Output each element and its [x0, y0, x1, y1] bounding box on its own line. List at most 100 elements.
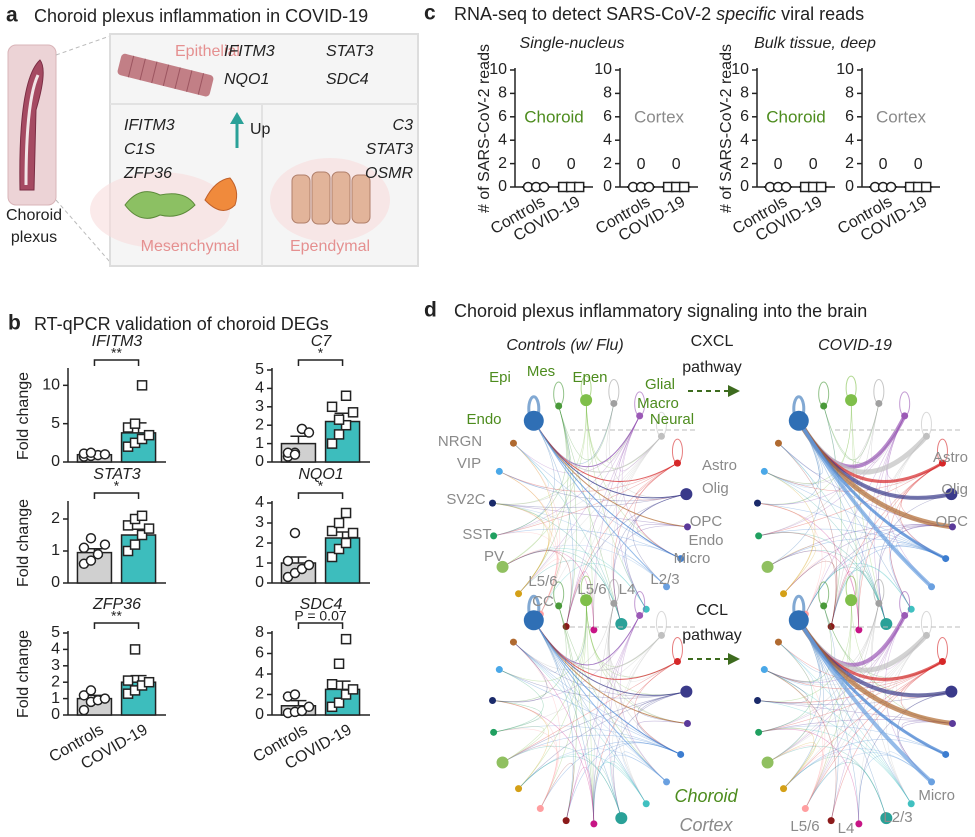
data-point [78, 690, 90, 701]
gene: NQO1 [224, 71, 269, 88]
edge [513, 641, 595, 824]
self-loop [655, 610, 667, 636]
data-point [85, 447, 97, 459]
cell-label: L2/3 [650, 571, 679, 588]
self-loop [920, 610, 932, 636]
edge [830, 615, 905, 821]
edge [758, 403, 880, 537]
edge [621, 635, 662, 804]
data-point [303, 427, 315, 438]
edge [757, 420, 820, 505]
edge [613, 493, 687, 625]
edge [797, 619, 933, 784]
cell-label: Micro [674, 550, 711, 567]
edge [805, 762, 887, 819]
node [636, 412, 644, 420]
data-point [326, 551, 338, 563]
significance-label: ** [111, 608, 122, 624]
edge [499, 471, 551, 594]
edge [492, 502, 558, 615]
node [615, 812, 628, 825]
panel-letter: d [424, 299, 437, 322]
edge [757, 669, 809, 704]
node [880, 812, 893, 825]
node [755, 532, 763, 540]
node [945, 488, 958, 501]
node [901, 412, 909, 420]
edge [805, 545, 946, 615]
node [677, 750, 685, 758]
data-point [815, 181, 827, 193]
region-label: Epithelial [175, 43, 240, 60]
self-loop [818, 581, 830, 607]
cell-label: L5/6 [528, 573, 557, 590]
edge [767, 746, 887, 819]
cell-diagram [90, 33, 419, 267]
edge [764, 605, 832, 682]
edge [492, 502, 688, 528]
self-loop [818, 381, 830, 407]
node [515, 590, 523, 598]
legend-label: Choroid [674, 786, 738, 806]
node [495, 666, 503, 674]
y-axis-label: # of SARS-CoV-2 reads [718, 44, 735, 213]
data-point [99, 539, 111, 550]
edge [783, 524, 953, 594]
gene: STAT3 [366, 141, 414, 158]
y-tick-label: 0 [498, 178, 507, 195]
edge [518, 415, 640, 594]
edge [593, 742, 681, 824]
significance-bracket [297, 622, 344, 629]
node [610, 399, 618, 407]
edge [823, 405, 842, 627]
edge [830, 546, 946, 627]
node [774, 638, 782, 646]
edge [499, 471, 687, 502]
edge [767, 603, 880, 763]
node [495, 467, 503, 475]
edge [611, 436, 662, 625]
data-point [129, 644, 141, 655]
edge [493, 725, 681, 755]
group-title: COVID-19 [818, 337, 892, 354]
node [922, 631, 930, 639]
edge [493, 462, 678, 537]
edge [499, 442, 549, 489]
data-point [920, 181, 932, 193]
edge [778, 442, 887, 625]
node [761, 756, 774, 769]
y-tick-label: 0 [51, 706, 60, 723]
edge [613, 691, 687, 819]
node [590, 626, 598, 634]
edge [783, 739, 946, 789]
gene: C3 [393, 117, 414, 134]
y-tick-label: 8 [603, 85, 612, 102]
edge [493, 669, 544, 733]
side-label: Choroid [6, 207, 62, 224]
data-point [340, 537, 352, 549]
panel-letter: b [8, 312, 21, 335]
edge [616, 415, 647, 610]
significance-label: ** [111, 345, 122, 361]
cell-label: Mes [527, 363, 555, 380]
edge [502, 734, 681, 763]
edge [492, 700, 558, 809]
data-point [143, 523, 155, 534]
edge [513, 442, 622, 625]
edge [492, 493, 687, 508]
node [590, 820, 598, 828]
edge [558, 605, 595, 824]
edge [758, 727, 815, 789]
self-loop [920, 411, 932, 437]
edge [764, 641, 814, 686]
edge [565, 415, 640, 627]
edge [783, 600, 852, 789]
data-point [99, 449, 111, 460]
node [555, 602, 563, 610]
data-point [129, 539, 141, 550]
node [948, 720, 956, 728]
edge [805, 752, 932, 809]
node [901, 611, 909, 619]
gene: C1S [124, 141, 155, 158]
